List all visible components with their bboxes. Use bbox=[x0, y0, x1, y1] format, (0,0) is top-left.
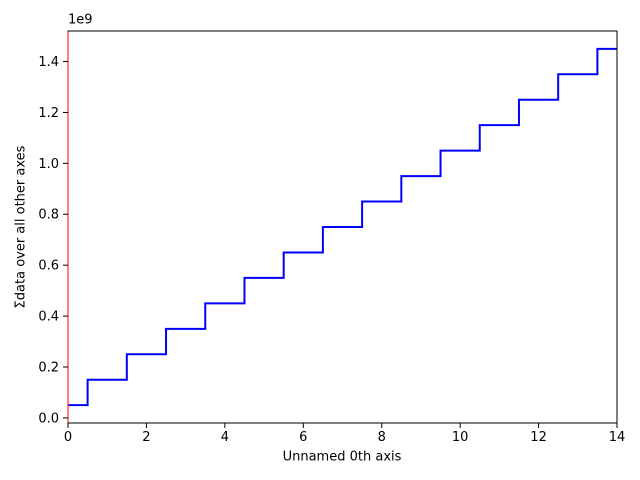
y-tick-label: 0.2 bbox=[38, 360, 59, 375]
y-tick-label: 0.8 bbox=[38, 208, 59, 223]
y-tick-label: 1.4 bbox=[38, 55, 59, 70]
y-tick-label: 1.2 bbox=[38, 106, 59, 121]
data-series-line bbox=[68, 47, 617, 407]
x-tick-label: 8 bbox=[378, 430, 386, 445]
x-tick-label: 0 bbox=[64, 430, 72, 445]
y-tick-label: 0.4 bbox=[38, 310, 59, 325]
y-axis-offset-label: 1e9 bbox=[68, 12, 93, 28]
x-tick-label: 14 bbox=[609, 430, 626, 445]
x-tick-label: 6 bbox=[299, 430, 307, 445]
y-tick-label: 0.6 bbox=[38, 259, 59, 274]
x-tick-label: 10 bbox=[452, 430, 469, 445]
x-tick-label: 4 bbox=[221, 430, 229, 445]
y-tick-label: 0.0 bbox=[38, 411, 59, 426]
y-tick-label: 1.0 bbox=[38, 157, 59, 172]
x-tick-label: 12 bbox=[530, 430, 547, 445]
x-axis-label: Unnamed 0th axis bbox=[282, 449, 402, 465]
y-axis-label: Σdata over all other axes bbox=[13, 145, 29, 309]
x-tick-label: 2 bbox=[142, 430, 150, 445]
